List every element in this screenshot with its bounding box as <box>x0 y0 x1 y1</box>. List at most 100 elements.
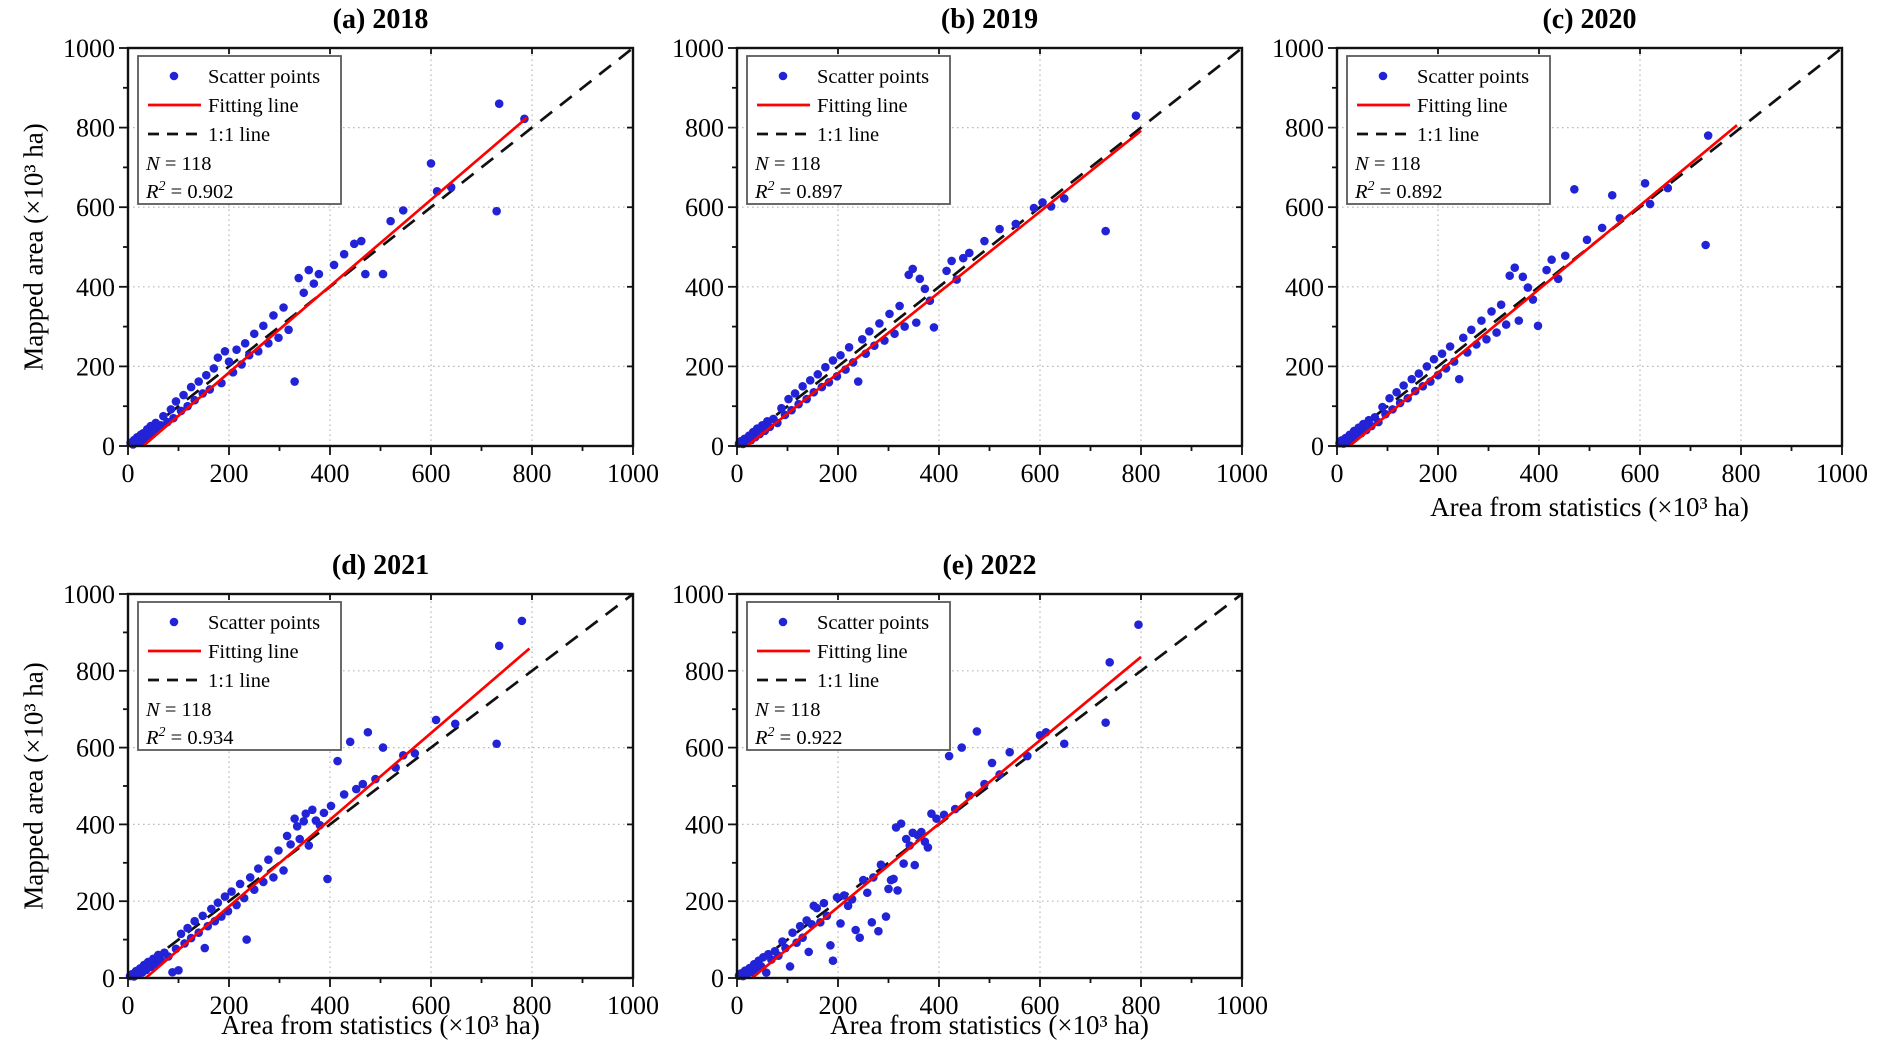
plot-frame <box>126 592 635 980</box>
y-tick-label: 400 <box>1285 273 1324 302</box>
legend-box <box>1346 55 1551 205</box>
scatter-point <box>1059 194 1069 203</box>
scatter-point <box>1378 402 1387 412</box>
y-tick-label: 800 <box>1285 114 1324 143</box>
grid-lines <box>128 48 633 446</box>
scatter-point <box>517 616 527 626</box>
one-to-one-line <box>1336 46 1843 448</box>
scatter-point <box>194 377 203 386</box>
scatter-point <box>166 405 176 414</box>
scatter-point <box>1560 251 1570 261</box>
x-axis-label-e: Area from statistics (×10³ ha) <box>830 1010 1149 1040</box>
plot-frame <box>1335 46 1844 448</box>
y-tick-label: 400 <box>685 273 724 302</box>
x-tick-label: 1000 <box>1816 459 1868 488</box>
scatter-point <box>785 962 795 971</box>
scatter-point <box>947 256 956 266</box>
scatter-point <box>1477 316 1486 325</box>
scatter-point <box>209 364 219 373</box>
subplot-e-title: (e) 2022 <box>942 550 1037 581</box>
scatter-point <box>1101 718 1110 727</box>
x-tick-label: 600 <box>1021 459 1060 488</box>
y-tick-label: 600 <box>685 734 724 763</box>
y-tick-label: 200 <box>76 887 115 916</box>
scatter-point <box>812 903 822 913</box>
one-to-one-line <box>127 592 634 980</box>
scatter-point <box>198 911 208 921</box>
legend-fit-label: Fitting line <box>817 95 908 117</box>
scatter-point <box>386 216 395 226</box>
plot-frame <box>735 46 1244 448</box>
tick-labels: 00 200 200 400 400 600 600 800 800 1000 1000 <box>672 580 1268 1020</box>
scatter-point <box>804 947 814 957</box>
tick-labels: 00 200 200 400 400 600 600 800 800 1000 1000 <box>1272 34 1868 488</box>
y-tick-label: 1000 <box>63 34 115 63</box>
scatter-point <box>224 357 234 366</box>
legend-box <box>137 601 342 751</box>
scatter-point <box>784 394 793 404</box>
scatter-point <box>858 875 868 885</box>
legend-box <box>746 55 951 205</box>
scatter-point <box>862 888 872 898</box>
scatter-point <box>896 819 906 828</box>
scatter-point <box>1482 335 1491 344</box>
scatter-point <box>1038 198 1047 207</box>
subplot-d-title: (d) 2021 <box>331 550 430 581</box>
scatter-plot-2019: 00 200 200 400 400 600 600 800 800 1000 1000 Scatte… <box>672 34 1268 488</box>
scatter-point <box>920 284 930 294</box>
x-tick-label: 200 <box>210 991 249 1020</box>
scatter-point <box>795 921 805 931</box>
y-tick-label: 200 <box>76 352 115 381</box>
x-tick-label: 200 <box>819 459 858 488</box>
scatter-point <box>274 846 283 855</box>
legend-one-to-one-label: 1:1 line <box>208 124 270 146</box>
scatter-point <box>1501 320 1511 329</box>
scatter-point <box>821 362 830 372</box>
scatter-point <box>1487 307 1496 316</box>
y-tick-label: 0 <box>1311 432 1324 461</box>
scatter-point <box>290 377 299 386</box>
scatter-point <box>492 206 501 216</box>
y-tick-label: 200 <box>1285 352 1324 381</box>
scatter-point <box>972 727 982 736</box>
scatter-point <box>1703 131 1713 140</box>
one-to-one-line <box>736 46 1243 448</box>
scatter-point <box>778 937 787 946</box>
scatter-point <box>183 923 192 933</box>
scatter-point <box>294 273 303 283</box>
tick-labels: 00 200 200 400 400 600 600 800 800 1000 1000 <box>672 34 1268 488</box>
scatter-point <box>875 319 884 328</box>
scatter-point <box>339 249 349 259</box>
scatter-point <box>944 751 954 761</box>
scatter-point <box>1505 271 1515 280</box>
scatter-point <box>1131 111 1141 120</box>
scatter-point <box>790 389 800 398</box>
scatter-point <box>259 321 268 331</box>
x-tick-label: 400 <box>920 991 959 1020</box>
scatter-point <box>292 822 302 831</box>
scatter-point <box>1518 272 1528 282</box>
scatter-point <box>942 266 951 276</box>
y-tick-label: 800 <box>76 114 115 143</box>
y-tick-label: 800 <box>685 657 724 686</box>
scatter-point <box>264 855 273 865</box>
scatter-point <box>836 919 845 928</box>
scatter-point <box>227 887 236 896</box>
scatter-point <box>286 840 295 849</box>
scatter-point <box>828 356 838 365</box>
scatter-point <box>958 253 968 263</box>
scatter-point <box>874 926 883 936</box>
scatter-points <box>125 616 527 981</box>
scatter-point <box>1523 283 1533 292</box>
legend-one-to-one-label: 1:1 line <box>1417 124 1479 146</box>
scatter-point <box>279 866 288 875</box>
scatter-point <box>957 743 967 752</box>
scatter-point <box>911 318 921 327</box>
scatter-point <box>410 749 420 758</box>
legend: Scatter points Fitting line 1:1 line N = 11… <box>746 601 951 751</box>
scatter-point <box>1429 354 1439 364</box>
scatter-point <box>995 224 1004 234</box>
scatter-point <box>908 264 918 274</box>
scatter-point <box>1514 316 1524 325</box>
x-tick-label: 1000 <box>607 459 659 488</box>
